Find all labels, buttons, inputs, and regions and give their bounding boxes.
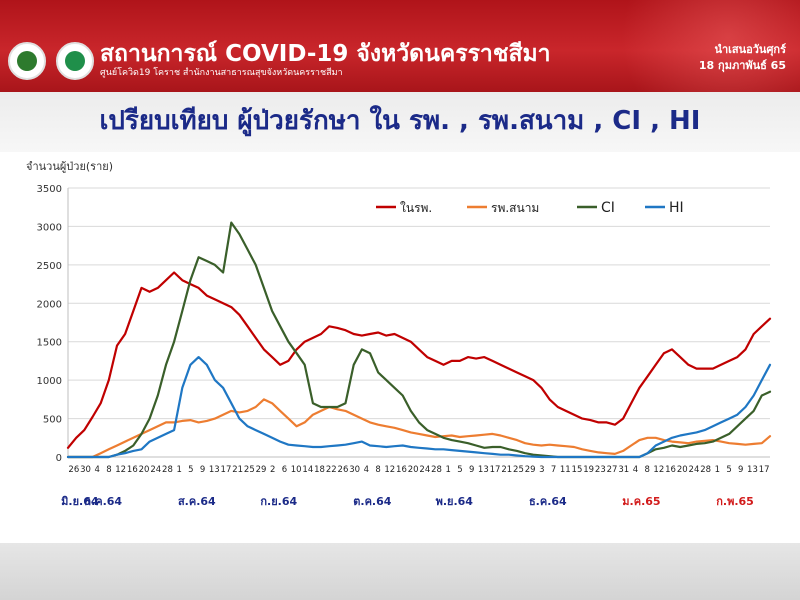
presented-label: นำเสนอวันศุกร์ <box>714 43 786 56</box>
x-tick-label: 16 <box>396 465 407 475</box>
y-tick-label: 2500 <box>37 261 62 272</box>
x-tick-label: 5 <box>188 465 193 475</box>
x-tick-label: 20 <box>139 465 150 475</box>
x-tick-label: 24 <box>150 465 161 475</box>
y-tick-label: 3500 <box>37 184 62 195</box>
page-subtitle: ศูนย์โควิด19 โคราช สำนักงานสาธารณสุขจังห… <box>100 68 343 78</box>
series-line <box>66 398 772 459</box>
x-tick-label: 13 <box>209 465 220 475</box>
x-tick-label: 23 <box>595 465 606 475</box>
presented-date-value: 18 กุมภาพันธ์ 65 <box>698 59 786 72</box>
month-label: พ.ย.64 <box>436 495 474 508</box>
heading-band <box>0 92 800 152</box>
x-tick-label: 17 <box>759 465 770 475</box>
x-tick-label: 17 <box>221 465 232 475</box>
legend-label: CI <box>601 200 615 216</box>
presented-date: นำเสนอวันศุกร์ 18 กุมภาพันธ์ 65 <box>699 42 786 74</box>
x-tick-label: 7 <box>551 465 556 475</box>
x-tick-label: 12 <box>384 465 395 475</box>
series-line <box>66 356 772 459</box>
x-tick-label: 25 <box>244 465 255 475</box>
x-tick-label: 6 <box>282 465 287 475</box>
x-tick-label: 16 <box>127 465 138 475</box>
x-tick-label: 29 <box>525 465 536 475</box>
x-tick-label: 28 <box>431 465 442 475</box>
x-tick-label: 28 <box>162 465 173 475</box>
page-title: สถานการณ์ COVID-19 จังหวัดนครราชสีมา <box>100 41 551 67</box>
x-tick-label: 9 <box>738 465 743 475</box>
x-tick-label: 12 <box>653 465 664 475</box>
x-tick-label: 30 <box>80 465 91 475</box>
x-tick-label: 8 <box>644 465 649 475</box>
x-tick-label: 30 <box>349 465 360 475</box>
x-tick-label: 14 <box>302 465 313 475</box>
x-tick-label: 28 <box>700 465 711 475</box>
x-tick-label: 31 <box>618 465 629 475</box>
y-axis-label: จำนวนผู้ป่วย(ราย) <box>26 160 113 173</box>
legend-label: รพ.สนาม <box>491 201 539 215</box>
y-tick-label: 3000 <box>37 222 62 233</box>
x-tick-label: 20 <box>408 465 419 475</box>
x-tick-label: 9 <box>469 465 474 475</box>
x-tick-label: 13 <box>478 465 489 475</box>
x-tick-label: 17 <box>490 465 501 475</box>
x-tick-label: 24 <box>689 465 700 475</box>
x-tick-label: 10 <box>291 465 302 475</box>
month-label: ก.พ.65 <box>716 495 754 508</box>
x-tick-label: 4 <box>95 465 100 475</box>
x-tick-label: 1 <box>176 465 181 475</box>
header-banner: สถานการณ์ COVID-19 จังหวัดนครราชสีมา ศูน… <box>0 0 800 92</box>
x-tick-label: 29 <box>256 465 267 475</box>
series-line <box>66 221 772 459</box>
x-tick-label: 26 <box>68 465 79 475</box>
x-tick-label: 1 <box>715 465 720 475</box>
y-tick-label: 500 <box>43 415 62 426</box>
x-tick-label: 5 <box>726 465 731 475</box>
x-tick-label: 24 <box>419 465 430 475</box>
x-tick-label: 26 <box>338 465 349 475</box>
month-label: มิ.ย.64 <box>61 495 99 508</box>
x-tick-label: 3 <box>539 465 544 475</box>
x-tick-label: 13 <box>747 465 758 475</box>
province-logo-icon <box>8 42 46 80</box>
x-tick-label: 12 <box>115 465 126 475</box>
x-tick-label: 4 <box>633 465 638 475</box>
x-tick-label: 22 <box>326 465 337 475</box>
x-tick-label: 25 <box>513 465 524 475</box>
x-tick-label: 19 <box>583 465 594 475</box>
series-line <box>66 271 772 449</box>
x-tick-label: 18 <box>314 465 325 475</box>
chart-title: เปรียบเทียบ ผู้ป่วยรักษา ใน รพ. , รพ.สนา… <box>99 106 701 136</box>
y-tick-label: 0 <box>56 453 62 464</box>
month-label: ก.ย.64 <box>260 495 297 508</box>
x-tick-label: 16 <box>665 465 676 475</box>
month-label: ก.ค.64 <box>84 495 122 508</box>
legend-label: ในรพ. <box>400 201 432 215</box>
x-tick-label: 27 <box>607 465 618 475</box>
footer-band <box>0 543 800 600</box>
month-label: ต.ค.64 <box>353 495 392 508</box>
x-tick-label: 8 <box>106 465 111 475</box>
x-tick-label: 11 <box>560 465 571 475</box>
x-tick-label: 1 <box>446 465 451 475</box>
month-label: ส.ค.64 <box>178 495 216 508</box>
y-tick-label: 1000 <box>37 376 62 387</box>
legend-label: HI <box>669 200 684 216</box>
month-label: ธ.ค.64 <box>529 495 567 508</box>
health-office-logo-icon <box>56 42 94 80</box>
x-tick-label: 15 <box>572 465 583 475</box>
x-tick-label: 4 <box>364 465 369 475</box>
virus-decoration <box>560 0 800 92</box>
y-tick-label: 2000 <box>37 299 62 310</box>
x-tick-label: 5 <box>457 465 462 475</box>
x-tick-label: 9 <box>200 465 205 475</box>
x-tick-label: 20 <box>677 465 688 475</box>
y-tick-label: 1500 <box>37 338 62 349</box>
x-tick-label: 8 <box>375 465 380 475</box>
x-tick-label: 2 <box>270 465 275 475</box>
x-tick-label: 21 <box>232 465 243 475</box>
month-label: ม.ค.65 <box>622 495 660 508</box>
x-tick-label: 21 <box>501 465 512 475</box>
